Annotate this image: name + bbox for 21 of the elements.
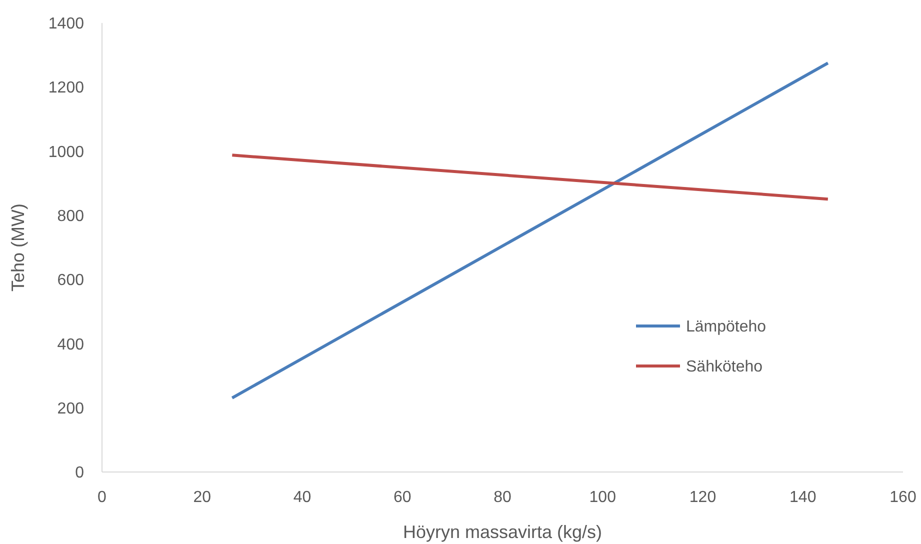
x-tick-label: 100 (589, 489, 616, 506)
x-tick-label: 40 (293, 489, 312, 506)
x-tick-label: 20 (193, 489, 212, 506)
x-axis-title: Höyryn massavirta (kg/s) (402, 522, 602, 542)
y-tick-label: 800 (57, 208, 84, 226)
y-tick-label: 600 (57, 272, 84, 290)
y-tick-label: 200 (57, 400, 84, 418)
x-tick-label: 60 (393, 489, 412, 506)
y-tick-label: 1000 (48, 144, 84, 161)
legend-label: Lämpöteho (686, 318, 766, 336)
y-tick-label: 400 (57, 336, 84, 354)
y-axis-title: Teho (MW) (8, 203, 28, 292)
y-tick-label: 1400 (48, 16, 84, 33)
y-tick-label: 1200 (48, 80, 84, 97)
x-tick-label: 140 (790, 489, 816, 506)
y-tick-label: 0 (75, 464, 84, 482)
x-tick-label: 80 (494, 489, 512, 506)
x-tick-label: 120 (689, 489, 716, 506)
x-tick-label: 160 (890, 489, 916, 506)
legend-label: Sähköteho (686, 358, 763, 376)
x-tick-label: 0 (98, 489, 107, 506)
